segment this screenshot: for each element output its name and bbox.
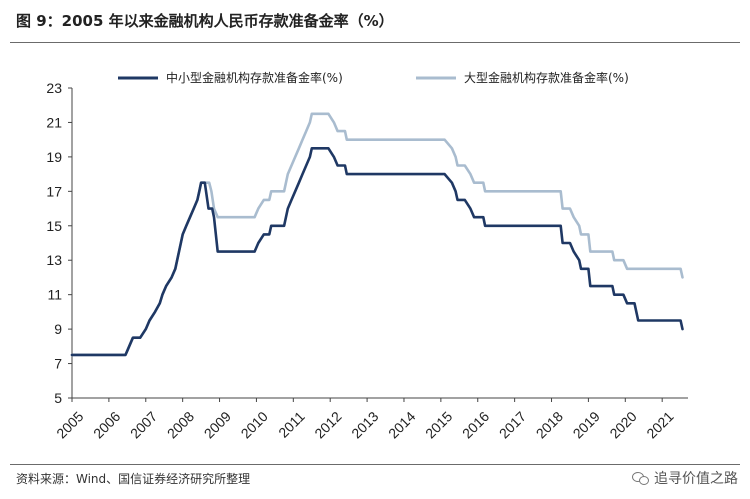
x-tick-label: 2013 (348, 408, 381, 441)
y-tick-label: 21 (46, 114, 62, 130)
y-tick-label: 13 (46, 252, 62, 268)
x-tick-label: 2020 (606, 408, 639, 441)
x-tick-label: 2008 (164, 408, 197, 441)
chart-legend: 中小型金融机构存款准备金率(%) 大型金融机构存款准备金率(%) (118, 70, 629, 85)
y-tick-label: 9 (54, 321, 62, 337)
x-tick-label: 2005 (53, 408, 86, 441)
legend-label: 大型金融机构存款准备金率(%) (464, 70, 629, 85)
legend-label: 中小型金融机构存款准备金率(%) (166, 70, 343, 85)
series-line (70, 147, 684, 357)
y-tick-label: 5 (54, 390, 62, 406)
x-tick-label: 2012 (311, 408, 344, 441)
watermark: 追寻价值之路 (632, 468, 738, 488)
x-tick-label: 2021 (643, 408, 676, 441)
footer-divider (10, 464, 740, 465)
x-tick-label: 2016 (459, 408, 492, 441)
x-tick-label: 2014 (385, 408, 418, 441)
x-tick-label: 2019 (570, 408, 603, 441)
chart-plot-area (70, 112, 684, 357)
x-tick-label: 2018 (533, 408, 566, 441)
wechat-icon (632, 471, 650, 485)
x-tick-label: 2006 (90, 408, 123, 441)
y-tick-label: 17 (46, 183, 62, 199)
x-tick-label: 2010 (238, 408, 271, 441)
y-tick-label: 15 (46, 218, 62, 234)
y-tick-label: 23 (46, 80, 62, 96)
x-tick-label: 2017 (496, 408, 529, 441)
x-tick-label: 2009 (201, 408, 234, 441)
figure-title: 图 9：2005 年以来金融机构人民币存款准备金率（%） (16, 12, 394, 30)
source-note: 资料来源：Wind、国信证券经济研究所整理 (16, 472, 251, 486)
x-tick-label: 2015 (422, 408, 455, 441)
y-tick-label: 11 (47, 287, 62, 303)
x-tick-label: 2007 (127, 408, 160, 441)
x-tick-label: 2011 (275, 408, 308, 441)
y-tick-label: 7 (54, 356, 62, 372)
title-divider (10, 42, 740, 43)
watermark-text: 追寻价值之路 (654, 471, 738, 487)
y-tick-label: 19 (46, 149, 62, 165)
series-line (70, 112, 684, 357)
